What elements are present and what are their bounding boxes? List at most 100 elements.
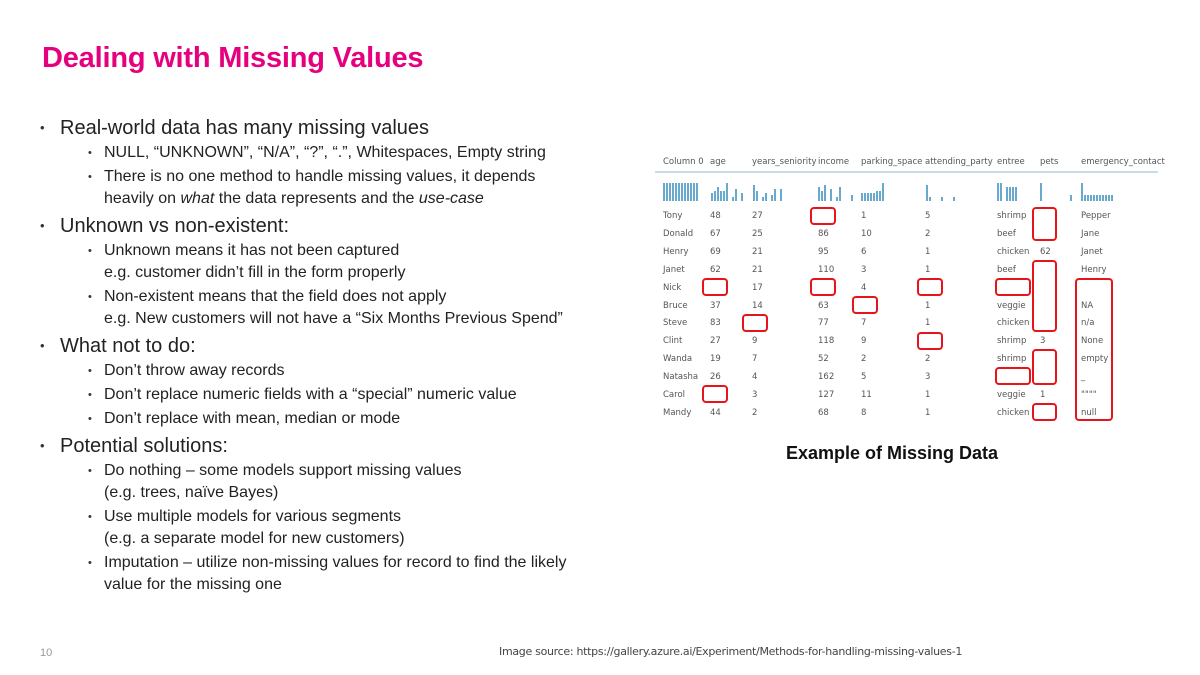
column-header[interactable]: age: [710, 157, 726, 167]
table-cell: 6: [861, 246, 867, 257]
table-cell: 21: [752, 264, 763, 275]
table-cell: 1: [925, 264, 931, 275]
column-header[interactable]: years_seniority: [752, 157, 817, 167]
table-cell: veggie: [997, 390, 1026, 400]
row-name-cell: Bruce: [663, 300, 688, 311]
table-cell: 4: [861, 282, 867, 293]
table-cell: Henry: [1081, 264, 1107, 275]
column-histogram-icon: [1081, 183, 1113, 201]
table-cell: 118: [818, 336, 835, 347]
sub-bullet: Don’t throw away records: [40, 360, 640, 382]
table-cell: 44: [710, 407, 721, 418]
row-name-cell: Carol: [663, 390, 686, 400]
table-cell: 5: [861, 372, 867, 383]
table-cell: 1: [925, 407, 931, 418]
table-cell: shrimp: [997, 354, 1027, 365]
column-header[interactable]: parking_space: [861, 157, 923, 167]
table-cell: 9: [752, 336, 758, 347]
table-cell: 11: [861, 390, 872, 400]
column-header[interactable]: income: [818, 157, 850, 167]
sub-bullet: Use multiple models for various segments…: [40, 506, 640, 550]
missing-value-highlight: [995, 367, 1031, 385]
table-cell: 2: [925, 354, 931, 365]
table-cell: chicken: [997, 246, 1030, 257]
row-name-cell: Steve: [663, 318, 688, 329]
missing-value-highlight: [995, 278, 1031, 296]
table-cell: 7: [861, 318, 867, 329]
row-name-cell: Donald: [663, 228, 694, 239]
column-header[interactable]: pets: [1040, 157, 1059, 167]
table-cell: 69: [710, 246, 721, 257]
sub-bullet: Unknown means it has not been captured e…: [40, 240, 640, 284]
table-cell: Jane: [1081, 228, 1100, 239]
table-cell: 27: [752, 211, 763, 221]
row-name-cell: Tony: [663, 211, 683, 221]
missing-value-highlight: [810, 278, 836, 296]
table-cell: 8: [861, 407, 867, 418]
table-cell: 95: [818, 246, 829, 257]
table-cell: 5: [925, 211, 931, 221]
table-cell: 1: [925, 390, 931, 400]
column-header[interactable]: Column 0: [663, 157, 704, 167]
table-cell: 2: [752, 407, 758, 418]
missing-value-highlight: [1032, 403, 1057, 421]
table-cell: 10: [861, 228, 872, 239]
column-histogram-icon: [818, 183, 853, 201]
sub-bullet: NULL, “UNKNOWN”, “N/A”, “?”, “.”, Whites…: [40, 142, 640, 164]
table-cell: 63: [818, 300, 829, 311]
table-cell: 27: [710, 336, 721, 347]
table-cell: 9: [861, 336, 867, 347]
table-cell: 26: [710, 372, 721, 383]
bullet-what-not-to-do: What not to do:: [40, 334, 640, 358]
table-cell: 62: [1040, 246, 1051, 257]
column-histogram-icon: [926, 183, 955, 201]
table-cell: 1: [925, 246, 931, 257]
table-cell: 3: [1040, 336, 1046, 347]
bullet-potential-solutions: Potential solutions:: [40, 434, 640, 458]
sub-bullet: Non-existent means that the field does n…: [40, 286, 640, 330]
bullet-unknown-vs-nonexistent: Unknown vs non-existent:: [40, 214, 640, 238]
table-cell: 7: [752, 354, 758, 365]
row-name-cell: Henry: [663, 246, 689, 257]
table-cell: 3: [752, 390, 758, 400]
table-cell: n/a: [1081, 318, 1095, 329]
table-cell: 17: [752, 282, 763, 293]
row-name-cell: Natasha: [663, 372, 699, 383]
column-header[interactable]: attending_party: [925, 157, 993, 167]
sub-bullet: Do nothing – some models support missing…: [40, 460, 640, 504]
header-divider: [655, 171, 1158, 173]
table-cell: veggie: [997, 300, 1026, 311]
table-cell: chicken: [997, 407, 1030, 418]
row-name-cell: Mandy: [663, 407, 692, 418]
missing-value-highlight: [702, 278, 728, 296]
table-cell: Janet: [1081, 246, 1103, 257]
table-cell: """": [1081, 390, 1097, 400]
column-histogram-icon: [861, 183, 884, 201]
table-cell: 3: [925, 372, 931, 383]
missing-value-highlight: [1075, 278, 1113, 421]
table-cell: 1: [925, 300, 931, 311]
table-cell: 21: [752, 246, 763, 257]
emphasis-line: heavily on what the data represents and …: [104, 190, 484, 207]
table-cell: 77: [818, 318, 829, 329]
missing-value-highlight: [742, 314, 768, 332]
column-header[interactable]: entree: [997, 157, 1025, 167]
table-cell: beef: [997, 264, 1016, 275]
table-cell: null: [1081, 407, 1097, 418]
sub-bullet: Don’t replace numeric fields with a “spe…: [40, 384, 640, 406]
column-histogram-icon: [663, 183, 698, 201]
column-histogram-icon: [711, 183, 743, 201]
table-cell: 25: [752, 228, 763, 239]
table-cell: beef: [997, 228, 1016, 239]
page-number: 10: [40, 647, 53, 659]
table-cell: 2: [925, 228, 931, 239]
column-histogram-icon: [753, 183, 782, 201]
table-cell: NA: [1081, 300, 1094, 311]
column-header[interactable]: emergency_contact: [1081, 157, 1165, 167]
row-name-cell: Clint: [663, 336, 683, 347]
table-cell: 1: [861, 211, 867, 221]
missing-value-highlight: [810, 207, 836, 225]
missing-value-highlight: [1032, 349, 1057, 385]
column-histogram-icon: [997, 183, 1017, 201]
table-cell: 52: [818, 354, 829, 365]
